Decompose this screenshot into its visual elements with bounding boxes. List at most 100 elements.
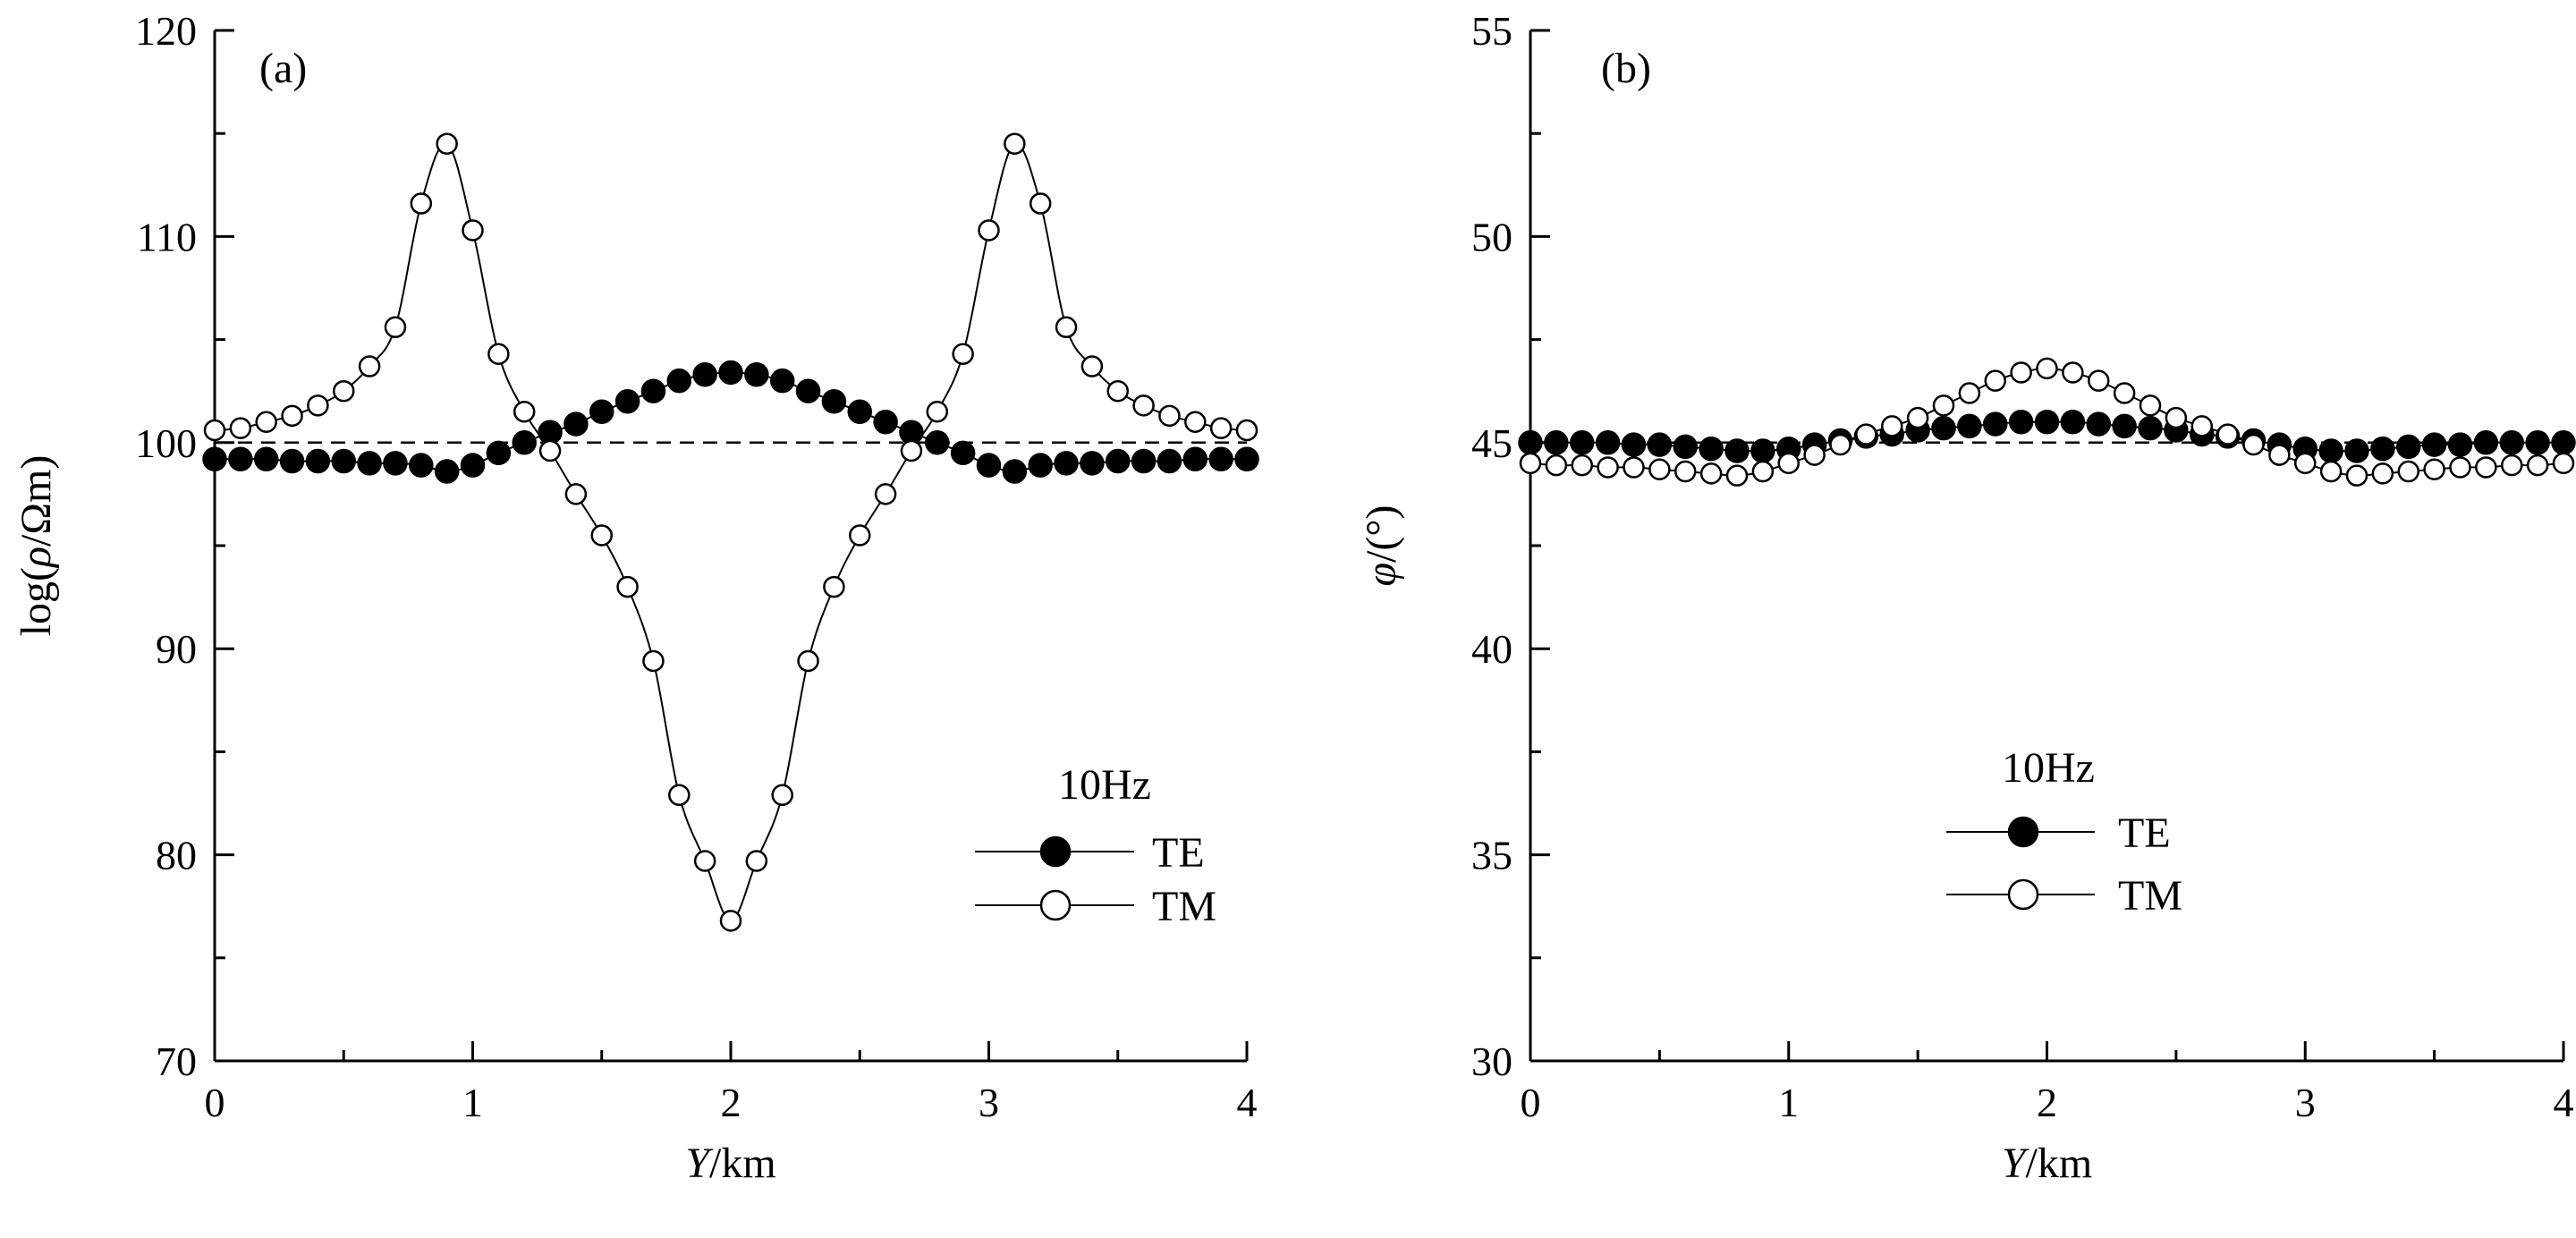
data-point-te xyxy=(1544,430,1569,455)
data-point-tm xyxy=(642,649,665,673)
data-point-te xyxy=(2499,430,2524,455)
data-point-te xyxy=(564,411,589,437)
data-point-te xyxy=(640,378,666,403)
data-point-te xyxy=(1182,446,1208,471)
data-point-tm xyxy=(2242,433,2265,456)
x-axis-label-unit: /km xyxy=(709,1140,776,1187)
data-point-tm xyxy=(1932,394,1955,417)
data-point-tm xyxy=(2062,361,2084,384)
data-point-te xyxy=(718,360,743,386)
data-point-tm xyxy=(1132,394,1155,417)
data-point-tm xyxy=(1699,462,1723,485)
data-point-tm xyxy=(1751,460,1775,483)
y-tick-label: 70 xyxy=(156,1039,197,1084)
x-tick-label: 2 xyxy=(2037,1080,2057,1125)
data-point-tm xyxy=(1545,454,1568,477)
data-point-te xyxy=(2447,432,2473,457)
data-point-te xyxy=(2551,430,2576,455)
data-point-te xyxy=(1054,451,1079,476)
data-point-tm xyxy=(1055,316,1078,339)
panel-label: (a) xyxy=(259,45,307,92)
data-point-te xyxy=(1724,438,1750,463)
data-point-tm xyxy=(1597,456,1619,479)
data-point-te xyxy=(331,448,356,474)
x-tick-label: 2 xyxy=(721,1080,741,1125)
data-point-te xyxy=(1957,413,1982,439)
data-point-tm xyxy=(487,343,510,365)
data-point-te xyxy=(1080,451,1105,476)
data-point-te xyxy=(1621,432,1647,457)
y-tick-label: 40 xyxy=(1471,626,1513,672)
data-point-te xyxy=(434,459,460,484)
data-point-te xyxy=(2421,432,2447,457)
data-point-tm xyxy=(203,419,226,442)
data-point-tm xyxy=(1958,382,1981,404)
data-point-te xyxy=(769,368,795,394)
data-point-tm xyxy=(2423,458,2445,481)
data-point-te xyxy=(486,440,512,466)
legend-label-tm: TM xyxy=(2118,872,2182,920)
data-point-te xyxy=(1518,430,1543,455)
data-point-tm xyxy=(1209,417,1233,439)
x-axis-label-unit: /km xyxy=(2026,1140,2093,1187)
data-point-te xyxy=(1208,446,1233,471)
y-tick-label: 110 xyxy=(137,214,197,259)
data-point-te xyxy=(228,446,253,471)
data-point-te xyxy=(976,453,1002,478)
data-point-tm xyxy=(1855,423,1877,445)
data-point-tm xyxy=(2088,369,2110,392)
data-point-tm xyxy=(1571,454,1593,477)
data-point-te xyxy=(512,430,537,455)
x-axis-label-variable: Y xyxy=(685,1140,713,1187)
data-point-tm xyxy=(1648,458,1671,481)
x-tick-label: 4 xyxy=(2554,1080,2574,1125)
x-tick-label: 1 xyxy=(1778,1080,1799,1125)
data-point-te xyxy=(2473,430,2499,455)
legend-marker-te xyxy=(2007,816,2039,848)
data-point-te xyxy=(1234,446,1259,471)
data-point-tm xyxy=(2113,382,2136,404)
data-point-tm xyxy=(2190,415,2213,437)
data-point-tm xyxy=(229,417,252,439)
data-point-tm xyxy=(538,439,562,462)
legend-title: 10Hz xyxy=(1058,761,1151,809)
x-axis-label: Y/km xyxy=(2002,1140,2092,1187)
data-point-te xyxy=(2344,438,2369,463)
data-point-te xyxy=(2060,410,2086,435)
x-tick-label: 3 xyxy=(979,1080,999,1125)
y-axis-label-unit: /Ωm) xyxy=(13,455,60,547)
data-point-tm xyxy=(1984,369,2006,392)
data-point-tm xyxy=(2165,406,2188,429)
data-point-tm xyxy=(1106,379,1129,403)
data-point-te xyxy=(460,453,486,478)
data-point-tm xyxy=(1004,132,1026,155)
data-point-tm xyxy=(1235,419,1258,442)
y-tick-label: 90 xyxy=(156,626,197,672)
data-point-te xyxy=(279,448,305,474)
data-point-te xyxy=(2008,410,2034,435)
data-point-te xyxy=(1673,434,1698,460)
x-tick-label: 1 xyxy=(462,1080,483,1125)
data-point-tm xyxy=(1881,415,1903,437)
data-point-tm xyxy=(1829,433,1852,456)
data-point-tm xyxy=(2268,444,2291,466)
data-point-tm xyxy=(2397,460,2419,483)
data-point-te xyxy=(666,368,692,394)
data-point-te xyxy=(1931,415,1956,441)
data-point-te xyxy=(925,430,950,455)
data-point-tm xyxy=(926,400,949,423)
data-point-te xyxy=(1131,448,1157,474)
y-axis-label-variable: ρ xyxy=(13,547,60,569)
data-point-te xyxy=(2034,410,2060,435)
legend-label-te: TE xyxy=(2118,810,2171,857)
data-point-te xyxy=(1983,411,2008,437)
data-point-tm xyxy=(358,355,381,377)
data-point-tm xyxy=(384,316,407,339)
data-point-te xyxy=(614,388,640,414)
data-point-tm xyxy=(1029,192,1052,215)
data-point-tm xyxy=(410,192,433,215)
data-point-tm xyxy=(1184,411,1207,434)
data-point-tm xyxy=(616,575,639,598)
data-point-tm xyxy=(745,850,768,872)
y-tick-label: 30 xyxy=(1471,1039,1513,1084)
